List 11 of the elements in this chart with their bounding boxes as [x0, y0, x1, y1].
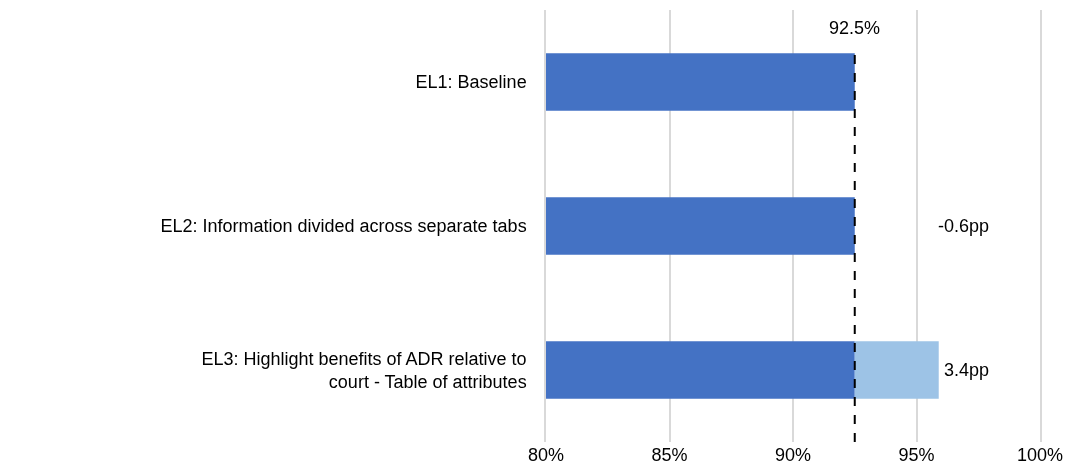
y-tick-label: EL2: Information divided across separate tabs [160, 216, 527, 237]
x-tick-label: 80% [527, 445, 565, 465]
ref-line-label: 92.5% [829, 18, 881, 38]
y-tick-label: EL1: Baseline [415, 72, 527, 93]
y-tick-label: EL3: Highlight benefits of ADR relative to court - Table of attributes [201, 348, 527, 392]
data-label: 3.4pp [944, 360, 990, 380]
x-tick-label: 100% [1016, 445, 1064, 465]
x-tick-label: 85% [651, 445, 688, 465]
x-tick-label: 90% [774, 445, 812, 465]
x-tick-label: 95% [898, 445, 935, 465]
text: -0.6pp [938, 216, 990, 236]
